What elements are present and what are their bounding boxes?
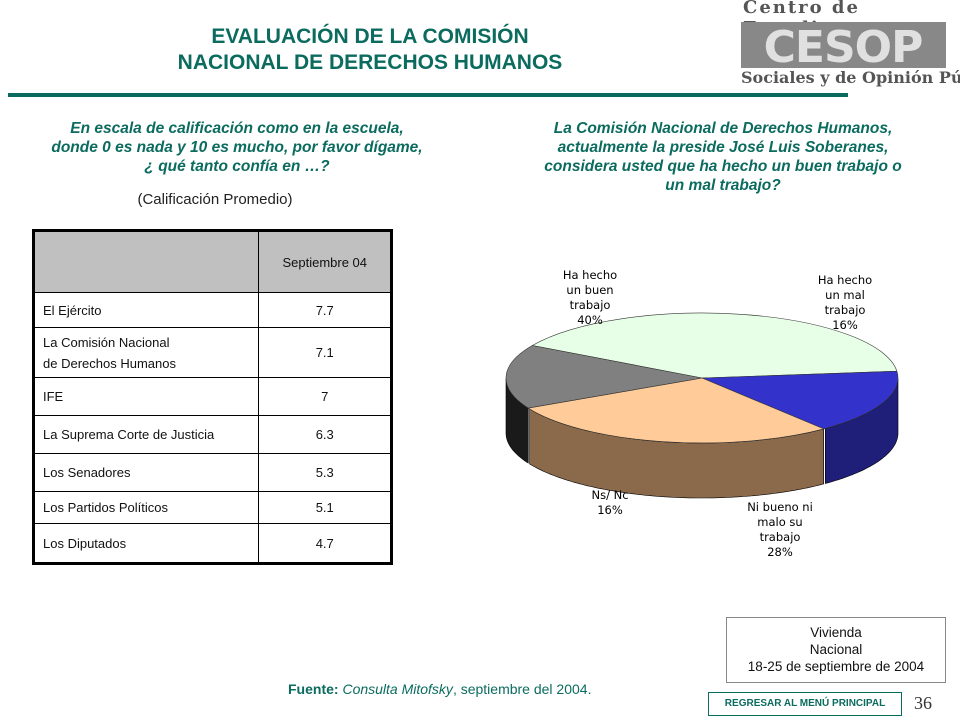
right-question-line-2: actualmente la preside José Luis Soberan… [557, 139, 889, 156]
row-label-text: La Suprema Corte de Justicia [43, 427, 215, 442]
source-note: Fuente: Consulta Mitofsky, septiembre de… [288, 681, 591, 697]
table-subtitle: (Calificación Promedio) [137, 191, 293, 208]
table-header-row: Septiembre 04 [32, 230, 392, 293]
info-box: Vivienda Nacional 18-25 de septiembre de… [726, 617, 946, 683]
info-line-3: 18-25 de septiembre de 2004 [747, 659, 925, 674]
row-label-text-2: de Derechos Humanos [43, 355, 176, 371]
back-to-menu-button[interactable]: REGRESAR AL MENÚ PRINCIPAL [708, 692, 902, 716]
pie-label-3: Ns/ Nc 16% [591, 488, 628, 517]
pie-label-line: malo su [757, 515, 802, 529]
logo-mark: CESOP [741, 22, 946, 73]
title-line-1: EVALUACIÓN DE LA COMISIÓN [211, 25, 529, 48]
ratings-table: Septiembre 04 El Ejército 7.7 La Comisió… [32, 229, 393, 565]
table-row: Los Diputados 4.7 [32, 523, 392, 564]
pie-label-line: trabajo [760, 530, 801, 544]
pie-slice-1 [701, 370, 899, 430]
left-question: En escala de calificación como en la esc… [12, 119, 462, 176]
pie-label-line: 40% [577, 313, 603, 327]
row-label-text: Los Partidos Políticos [43, 500, 169, 515]
table-row-value: 7.7 [258, 292, 392, 328]
page-title: EVALUACIÓN DE LA COMISIÓN NACIONAL DE DE… [120, 24, 620, 76]
table-row-value: 5.3 [258, 453, 392, 492]
table-row-value: 4.7 [258, 523, 392, 564]
logo-mark-text: CESOP [764, 22, 923, 73]
table-row: IFE 7 [32, 377, 392, 416]
table-row-value: 5.1 [258, 491, 392, 524]
left-question-line-1: En escala de calificación como en la esc… [70, 120, 404, 137]
info-line-2: Nacional [809, 642, 863, 657]
row-label-text: La Comisión Nacional [43, 334, 170, 350]
table-row: Los Senadores 5.3 [32, 453, 392, 492]
row-label-text: El Ejército [43, 302, 102, 318]
right-question-line-1: La Comisión Nacional de Derechos Humanos… [553, 120, 893, 137]
info-line-1: Vivienda [810, 625, 862, 640]
table-row: La Suprema Corte de Justicia 6.3 [32, 415, 392, 454]
left-question-line-3: ¿ qué tanto confía en …? [144, 158, 330, 175]
pie-slice-3 [505, 345, 703, 409]
table-row-label: La Comisión Nacional de Derechos Humanos [32, 327, 260, 378]
pie-label-line: 16% [832, 318, 858, 332]
table-row-label: Los Partidos Políticos [32, 491, 260, 524]
pie-label-line: trabajo [570, 298, 611, 312]
source-rest: , septiembre del 2004. [452, 681, 592, 697]
table-row: El Ejército 7.7 [32, 292, 392, 328]
pie-slice-0 [531, 312, 898, 379]
row-label-text: Los Senadores [43, 465, 131, 480]
pie-chart: Ha hecho un buen trabajo 40% Ha hecho un mal t… [490, 215, 960, 585]
table-row: La Comisión Nacional de Derechos Humanos… [32, 327, 392, 378]
table-row-label: IFE [32, 377, 260, 416]
table-header-blank [32, 230, 260, 293]
pie-slice-2 [527, 377, 825, 444]
pie-label-line: Ha hecho [818, 273, 872, 287]
pie-label-line: 16% [597, 503, 623, 517]
header-divider [8, 93, 848, 97]
pie-chart-svg: Ha hecho un buen trabajo 40%Ha hecho un mal t… [505, 268, 899, 559]
pie-label-line: 28% [767, 545, 793, 559]
pie-label-line: un buen [566, 283, 613, 297]
row-label-text: Los Diputados [43, 535, 127, 551]
pie-label-line: un mal [825, 288, 865, 302]
table-row-value: 7 [258, 377, 392, 416]
title-line-2: NACIONAL DE DERECHOS HUMANOS [177, 51, 563, 74]
pie-label-1: Ha hecho un mal trabajo 16% [818, 273, 872, 332]
row-label-text: IFE [43, 389, 64, 404]
left-question-line-2: donde 0 es nada y 10 es mucho, por favor… [51, 139, 423, 156]
table-row-label: Los Diputados [32, 523, 260, 564]
table-row-label: Los Senadores [32, 453, 260, 492]
pie-label-line: Ha hecho [563, 268, 617, 282]
logo-band [741, 22, 946, 68]
right-question: La Comisión Nacional de Derechos Humanos… [498, 119, 948, 195]
table-row: Los Partidos Políticos 5.1 [32, 491, 392, 524]
pie-label-0: Ha hecho un buen trabajo 40% [563, 268, 617, 327]
pie-label-line: trabajo [825, 303, 866, 317]
table-row-label: El Ejército [32, 292, 260, 328]
pie-label-line: Ns/ Nc [591, 488, 628, 502]
right-question-line-4: un mal trabajo? [665, 177, 781, 194]
source-label: Fuente: [288, 681, 339, 697]
logo-bottom-text: Sociales y de Opinión Pública [741, 68, 960, 87]
source-name: Consulta Mitofsky [342, 681, 453, 697]
table-row-value: 7.1 [258, 327, 392, 378]
table-row-label: La Suprema Corte de Justicia [32, 415, 260, 454]
page-number: 36 [914, 693, 932, 713]
right-question-line-3: considera usted que ha hecho un buen tra… [544, 158, 902, 175]
table-header-column: Septiembre 04 [258, 230, 392, 293]
cesop-logo: Centro de Estudios CESOP Sociales y de O… [735, 0, 960, 96]
pie-label-2: Ni bueno ni malo su trabajo 28% [747, 500, 813, 559]
table-row-value: 6.3 [258, 415, 392, 454]
pie-label-line: Ni bueno ni [747, 500, 813, 514]
